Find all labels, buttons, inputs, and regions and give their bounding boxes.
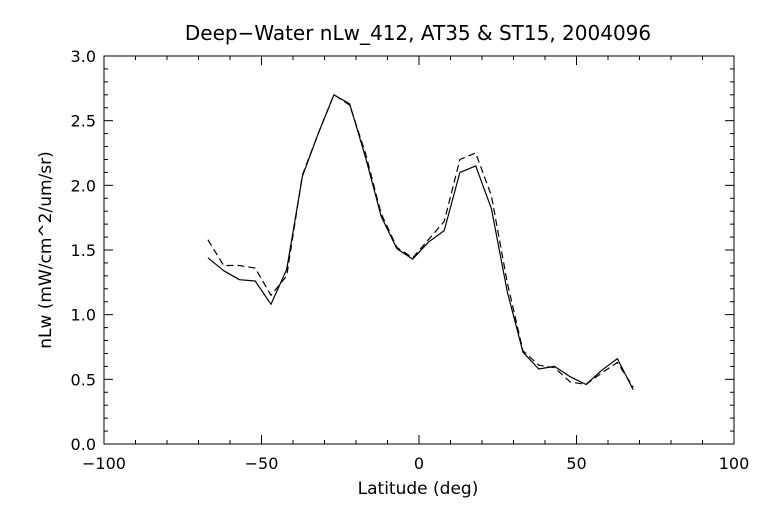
y-axis-title: nLw (mW/cm^2/um/sr) [36, 151, 56, 349]
y-tick-labels: 0.0 0.5 1.0 1.5 2.0 2.5 3.0 [71, 47, 96, 454]
series-line-dashed [207, 94, 634, 388]
y-tick-label: 1.5 [71, 241, 96, 260]
x-axis-title: Latitude (deg) [358, 479, 479, 499]
x-tick-label: 0 [414, 454, 424, 473]
axis-ticks [103, 55, 735, 445]
y-tick-label: 0.5 [71, 370, 96, 389]
chart-title: Deep−Water nLw_412, AT35 & ST15, 2004096 [185, 21, 651, 45]
series-line-solid [207, 94, 634, 390]
x-tick-label: −50 [245, 454, 279, 473]
y-tick-label: 1.0 [71, 306, 96, 325]
plot-frame [103, 55, 735, 445]
y-tick-label: 2.0 [71, 176, 96, 195]
x-tick-label: 100 [719, 454, 750, 473]
y-tick-label: 3.0 [71, 47, 96, 66]
series-layer [207, 94, 634, 390]
x-tick-labels: −100 −50 0 50 100 [82, 454, 749, 473]
y-tick-label: 0.0 [71, 435, 96, 454]
x-tick-label: 50 [566, 454, 586, 473]
y-tick-label: 2.5 [71, 112, 96, 131]
x-tick-label: −100 [82, 454, 126, 473]
